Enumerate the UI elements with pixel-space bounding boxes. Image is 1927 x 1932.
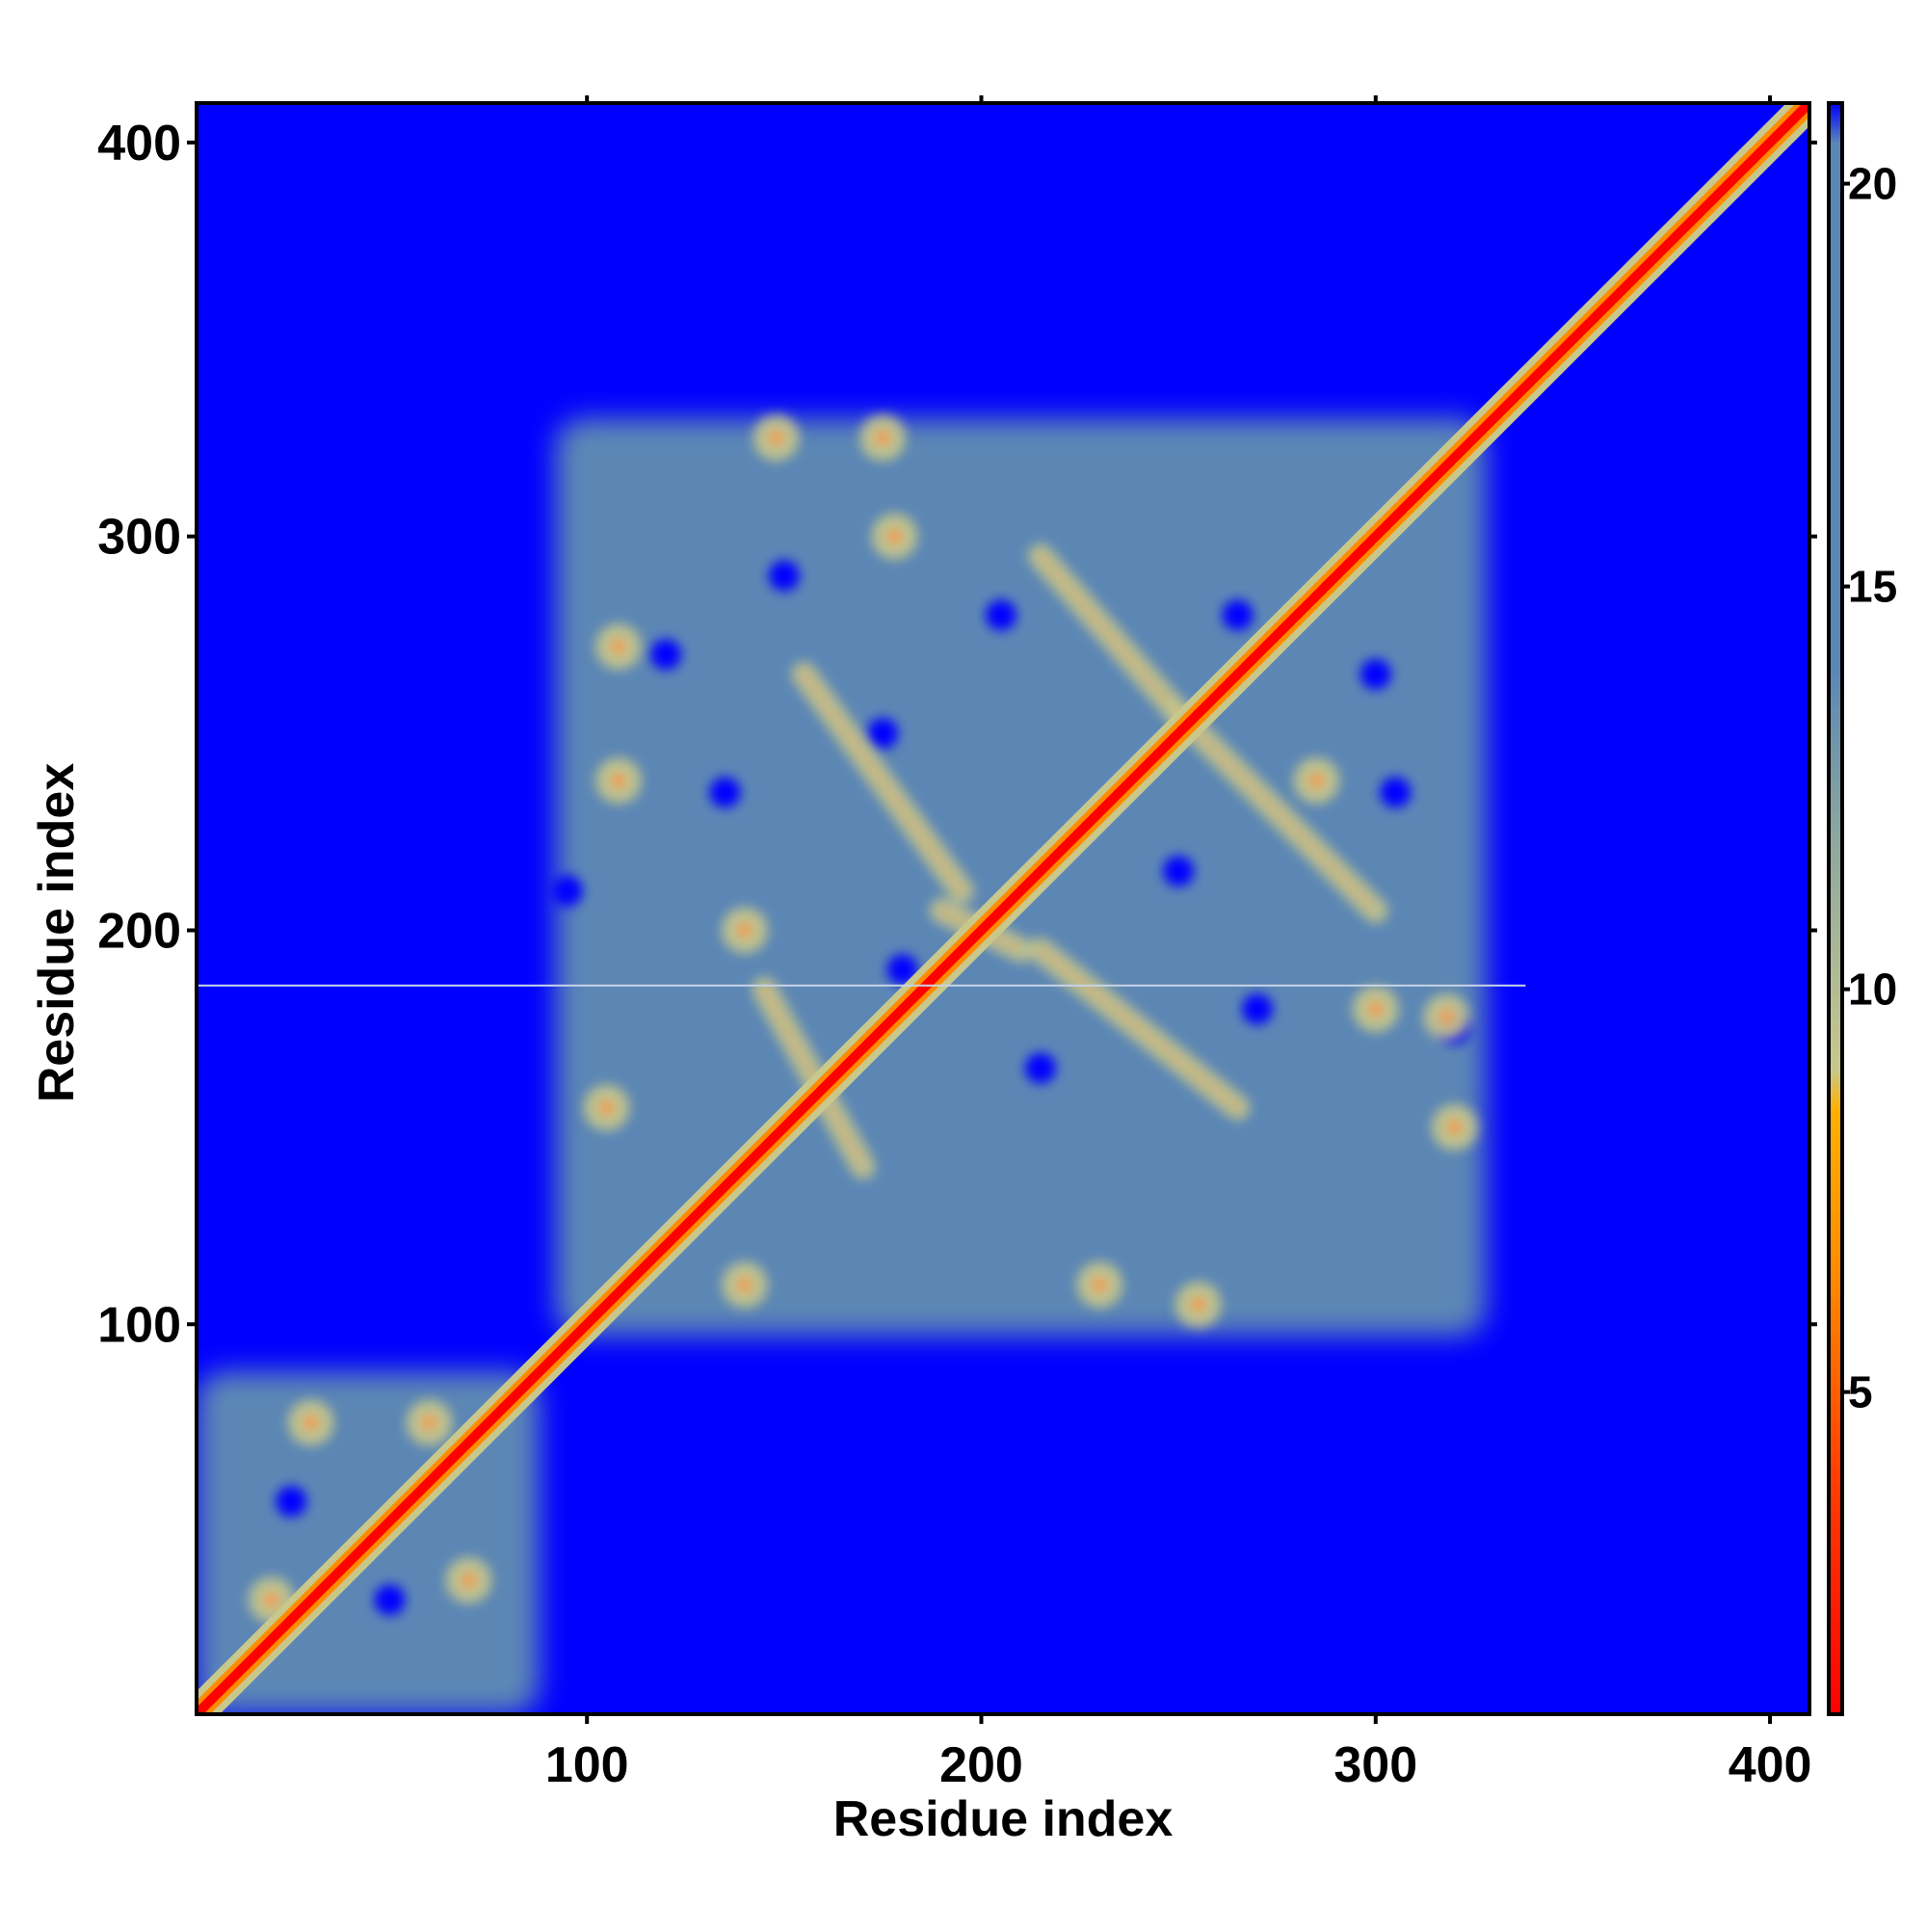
x-axis: 100 200 300 400 [545, 1714, 1812, 1793]
hot-spot [737, 1278, 752, 1292]
domain-gap [985, 599, 1016, 631]
contact-line [1039, 947, 1240, 1110]
plot-area [197, 103, 1809, 1714]
hot-spot [876, 431, 890, 445]
hot-spot [1309, 774, 1324, 788]
domain-gap [1163, 856, 1195, 887]
y-axis: 100 200 300 400 [97, 116, 197, 1353]
hot-spot [304, 1416, 318, 1430]
y-tick-label: 100 [97, 1297, 181, 1353]
domain-gap [1380, 777, 1412, 808]
domain-gap [394, 678, 426, 710]
colorbar-tick-label: 5 [1848, 1367, 1873, 1417]
hot-spot [599, 1100, 614, 1115]
y-tick-label: 200 [97, 903, 181, 959]
domain-gap [1024, 1052, 1056, 1084]
domain-gap [1222, 599, 1254, 631]
hot-spot [769, 431, 783, 445]
colorbar-tick-label: 20 [1848, 159, 1897, 209]
y-tick-label: 400 [97, 116, 181, 172]
contact-line [1176, 711, 1378, 913]
domain-gap [650, 639, 682, 671]
top-axis-ticks [585, 95, 1773, 103]
domain-gap [374, 1584, 406, 1616]
colorbar-tick-label: 10 [1848, 965, 1897, 1015]
y-axis-label: Residue index [29, 763, 85, 1103]
hot-spot [1368, 1002, 1383, 1017]
domain-gap [768, 560, 800, 592]
hot-spot [1439, 1010, 1454, 1024]
contact-lines-group [752, 543, 1388, 1179]
hot-spot [264, 1593, 278, 1607]
diagonal-band [197, 103, 1809, 1714]
x-tick-label: 400 [1729, 1737, 1812, 1793]
hot-spot [887, 529, 902, 543]
domain-gap [551, 875, 583, 907]
colorbar: 5 10 15 20 [1827, 101, 1897, 1716]
hot-spot [422, 1416, 436, 1430]
domain-gap [886, 954, 918, 986]
domain-gap [709, 777, 741, 808]
domain-gaps [276, 560, 1470, 1616]
diagonal-core [197, 103, 1809, 1714]
right-axis-ticks [1809, 140, 1817, 1327]
colorbar-tick-label: 15 [1848, 562, 1897, 612]
contact-line [761, 988, 866, 1169]
colorbar-ticks: 5 10 15 20 [1842, 159, 1897, 1417]
hot-spot [737, 923, 752, 938]
domain-gap [1359, 658, 1391, 690]
domain-gap [867, 718, 899, 750]
plot-frame [195, 101, 1811, 1716]
domain-gap [276, 1486, 307, 1518]
colorbar-gradient [1827, 101, 1844, 1716]
contact-line [1038, 554, 1181, 716]
x-axis-label: Residue index [833, 1791, 1174, 1847]
hot-spot [1447, 1120, 1462, 1134]
domain-gap [1241, 993, 1273, 1025]
hot-spot [611, 774, 625, 788]
domain-gap [492, 914, 524, 946]
hot-spot [462, 1574, 476, 1588]
hot-spot [1093, 1278, 1107, 1292]
hot-spot [611, 640, 625, 654]
x-tick-label: 300 [1333, 1737, 1417, 1793]
contact-line-halo [791, 661, 975, 904]
y-tick-label: 300 [97, 510, 181, 566]
hot-spot [1191, 1297, 1205, 1311]
x-tick-label: 100 [545, 1737, 629, 1793]
contact-features [248, 414, 1478, 1624]
hot-spots-group [248, 414, 1478, 1624]
x-tick-label: 200 [939, 1737, 1023, 1793]
